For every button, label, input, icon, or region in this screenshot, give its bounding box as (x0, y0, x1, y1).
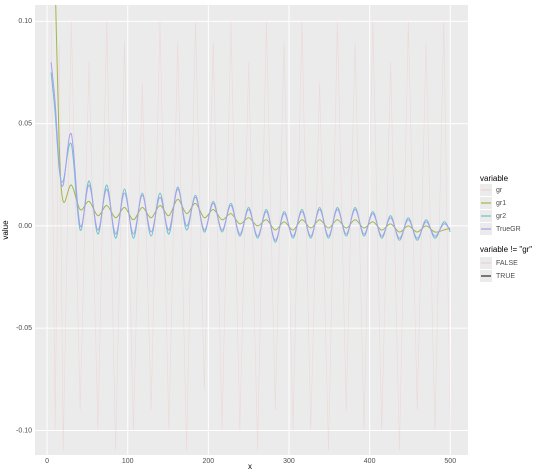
x-tick-label: 200 (203, 458, 215, 465)
legend-title: variable (480, 174, 509, 183)
plot-area (50, 5, 451, 451)
y-axis-title: value (1, 220, 10, 240)
legend-label: gr2 (496, 213, 506, 220)
legend-label: TRUE (496, 273, 515, 280)
y-tick-label: 0.00 (18, 223, 32, 230)
x-tick-label: 0 (45, 458, 49, 465)
x-tick-label: 400 (364, 458, 376, 465)
legend-label: gr (496, 187, 503, 194)
series-line (55, 5, 451, 233)
y-tick-label: 0.05 (18, 120, 32, 127)
y-tick-label: -0.10 (16, 427, 32, 434)
x-tick-label: 500 (444, 458, 456, 465)
legend-label: gr1 (496, 200, 506, 207)
series-line (50, 62, 451, 241)
legend-label: TrueGR (496, 226, 521, 233)
x-axis-title: x (248, 462, 252, 471)
x-tick-label: 300 (283, 458, 295, 465)
y-tick-label: 0.10 (18, 18, 32, 25)
legend2-title: variable != "gr" (480, 245, 532, 254)
x-tick-label: 100 (122, 458, 134, 465)
series-line (50, 21, 451, 451)
legend-label: FALSE (496, 260, 518, 267)
y-tick-label: -0.05 (16, 325, 32, 332)
